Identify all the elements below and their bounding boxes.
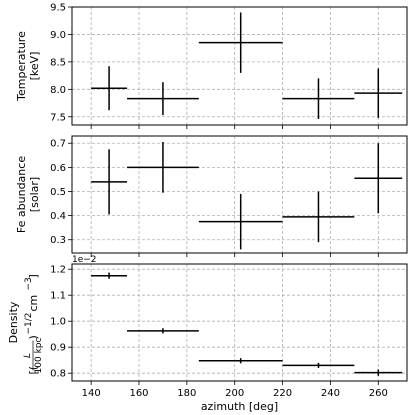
data-point xyxy=(354,143,403,214)
y-tick-label: 0.9 xyxy=(50,343,66,354)
x-tick-label: 220 xyxy=(273,388,292,399)
x-tick-label: 260 xyxy=(369,388,388,399)
unit-paren: ) xyxy=(27,335,40,339)
unit-close: ] xyxy=(27,274,40,278)
data-point xyxy=(282,191,355,243)
y-tick-label: 9.5 xyxy=(50,3,66,14)
y-tick-label: 8.0 xyxy=(50,85,66,96)
x-tick-label: 180 xyxy=(177,388,196,399)
y-axis-unit-label: [solar] xyxy=(28,177,41,212)
x-axis-label: azimuth [deg] xyxy=(201,400,278,413)
y-tick-label: 7.5 xyxy=(50,112,66,123)
panels: 7.5 8.0 8.5 9.0 9.5 Temperature [keV] 0.3 0.4 0.5… xyxy=(7,3,408,413)
unit-exp-1: −1/2 xyxy=(24,312,34,334)
data-point xyxy=(91,272,128,279)
scale-offset-label: 1e−2 xyxy=(72,255,97,265)
y-axis-unit-label: [keV] xyxy=(28,52,41,81)
data-point xyxy=(127,142,199,193)
y-tick-label: 0.8 xyxy=(50,369,66,380)
plot-frame xyxy=(71,135,408,254)
plot-frame xyxy=(71,263,408,382)
y-tick-label: 1.2 xyxy=(50,265,66,276)
y-tick-label: 8.5 xyxy=(50,57,66,68)
data-point xyxy=(198,12,283,73)
y-tick-label: 1.0 xyxy=(50,317,66,328)
y-axis-label: Temperature xyxy=(15,31,28,102)
y-tick-label: 0.4 xyxy=(50,211,66,222)
y-tick-label: 0.3 xyxy=(50,235,66,246)
y-tick-label: 9.0 xyxy=(50,30,66,41)
x-tick-label: 160 xyxy=(129,388,148,399)
fe-abundance-panel: 0.3 0.4 0.5 0.6 0.7 Fe abundance [solar] xyxy=(15,135,408,257)
unit-cm: cm xyxy=(27,295,40,312)
y-tick-label: 1.1 xyxy=(50,291,66,302)
temperature-panel: 7.5 8.0 8.5 9.0 9.5 Temperature [keV] xyxy=(15,3,408,129)
data-point xyxy=(354,369,403,376)
data-point xyxy=(354,68,403,118)
unit-exp-2: −3 xyxy=(24,277,34,290)
unit-prefix: [( xyxy=(27,366,40,375)
data-point xyxy=(91,149,128,215)
data-point xyxy=(91,66,128,111)
y-axis-label: Density xyxy=(7,301,20,343)
y-axis-label: Fe abundance xyxy=(15,156,28,233)
unit-frac-numerator: L xyxy=(23,353,33,358)
data-point xyxy=(127,328,199,334)
density-panel: 0.8 0.9 1.0 1.1 1.2 140 160 180 200 220 240 260 azim… xyxy=(7,255,408,413)
data-point xyxy=(198,193,283,250)
data-point xyxy=(282,362,355,368)
plot-frame xyxy=(71,6,408,126)
data-point xyxy=(198,358,283,364)
y-axis-unit-label: [( L 100 kpc)−1/2 cm −3] xyxy=(23,274,44,374)
y-tick-label: 0.7 xyxy=(50,139,66,150)
data-point xyxy=(282,78,355,119)
x-tick-label: 240 xyxy=(321,388,340,399)
x-tick-label: 200 xyxy=(225,388,244,399)
data-point xyxy=(127,82,199,116)
y-tick-label: 0.5 xyxy=(50,187,66,198)
unit-frac-denominator: 100 kpc xyxy=(34,337,44,373)
x-tick-label: 140 xyxy=(82,388,101,399)
y-tick-label: 0.6 xyxy=(50,163,66,174)
